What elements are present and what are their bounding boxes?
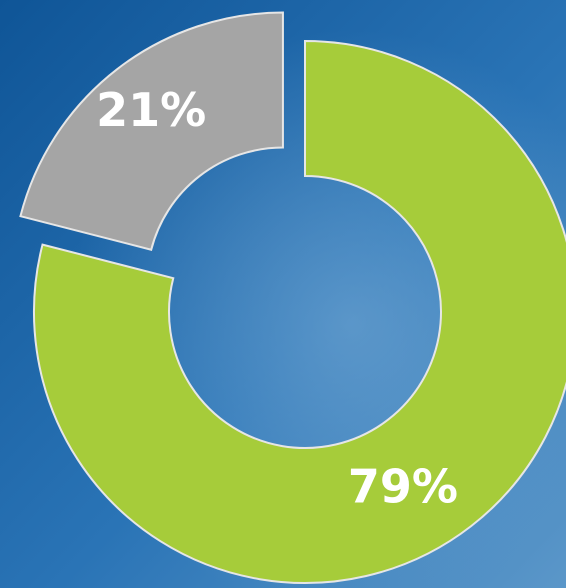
data-label: 79% (348, 459, 458, 513)
donut-slice (33, 39, 566, 584)
donut-slice (19, 11, 284, 251)
data-label: 21% (96, 83, 206, 137)
